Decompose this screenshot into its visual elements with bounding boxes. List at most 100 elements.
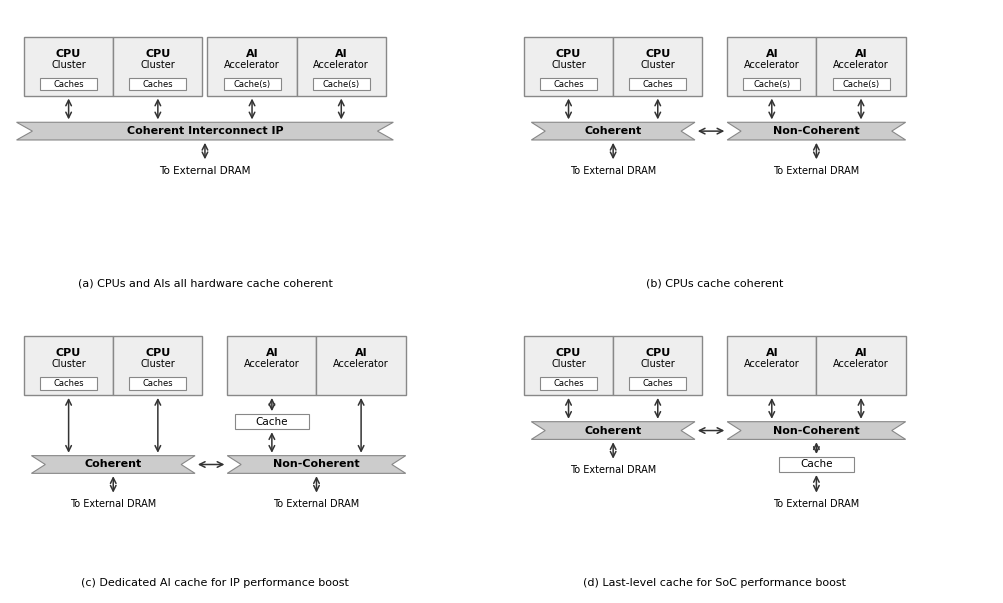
Text: Cache(s): Cache(s)	[752, 80, 789, 89]
FancyBboxPatch shape	[313, 78, 369, 90]
Text: AI: AI	[764, 49, 777, 58]
FancyBboxPatch shape	[726, 336, 815, 395]
Text: Caches: Caches	[642, 80, 672, 89]
FancyBboxPatch shape	[129, 78, 187, 90]
Text: Cluster: Cluster	[551, 359, 586, 369]
Text: Accelerator: Accelerator	[743, 60, 798, 70]
Text: To External DRAM: To External DRAM	[570, 466, 656, 475]
FancyBboxPatch shape	[296, 37, 385, 96]
Text: Accelerator: Accelerator	[224, 60, 280, 70]
Text: AI: AI	[246, 49, 258, 58]
FancyBboxPatch shape	[129, 377, 187, 390]
Polygon shape	[531, 421, 694, 440]
FancyBboxPatch shape	[24, 336, 113, 395]
Text: (d) Last-level cache for SoC performance boost: (d) Last-level cache for SoC performance…	[583, 578, 846, 587]
FancyBboxPatch shape	[742, 78, 799, 90]
Text: Cache(s): Cache(s)	[234, 80, 271, 89]
Text: AI: AI	[764, 348, 777, 358]
Text: Accelerator: Accelerator	[244, 359, 300, 369]
Text: Coherent: Coherent	[584, 426, 641, 435]
Text: CPU: CPU	[56, 348, 81, 358]
Text: Caches: Caches	[53, 80, 84, 89]
Polygon shape	[31, 456, 195, 473]
FancyBboxPatch shape	[24, 37, 113, 96]
FancyBboxPatch shape	[613, 336, 702, 395]
Text: Cache: Cache	[256, 417, 288, 427]
FancyBboxPatch shape	[778, 457, 853, 472]
Text: Cache: Cache	[799, 459, 831, 470]
Text: Non-Coherent: Non-Coherent	[772, 426, 859, 435]
Text: Caches: Caches	[553, 80, 584, 89]
Text: AI: AI	[335, 49, 347, 58]
Text: To External DRAM: To External DRAM	[273, 499, 359, 510]
Text: Cluster: Cluster	[551, 60, 586, 70]
Text: Accelerator: Accelerator	[743, 359, 798, 369]
Text: Cluster: Cluster	[640, 60, 674, 70]
FancyBboxPatch shape	[629, 377, 686, 390]
FancyBboxPatch shape	[227, 336, 316, 395]
Polygon shape	[227, 456, 405, 473]
FancyBboxPatch shape	[540, 377, 597, 390]
Text: To External DRAM: To External DRAM	[70, 499, 156, 510]
Text: (a) CPUs and AIs all hardware cache coherent: (a) CPUs and AIs all hardware cache cohe…	[77, 278, 332, 288]
Text: (c) Dedicated AI cache for IP performance boost: (c) Dedicated AI cache for IP performanc…	[81, 578, 348, 587]
Text: Non-Coherent: Non-Coherent	[772, 126, 859, 136]
Text: CPU: CPU	[645, 49, 670, 58]
Text: CPU: CPU	[145, 49, 171, 58]
FancyBboxPatch shape	[235, 414, 309, 429]
Text: Accelerator: Accelerator	[333, 359, 388, 369]
Text: Cluster: Cluster	[140, 359, 176, 369]
FancyBboxPatch shape	[726, 37, 815, 96]
Text: To External DRAM: To External DRAM	[772, 166, 859, 176]
Text: To External DRAM: To External DRAM	[159, 166, 251, 176]
Text: AI: AI	[854, 49, 867, 58]
Text: Caches: Caches	[142, 379, 173, 388]
FancyBboxPatch shape	[316, 336, 405, 395]
Polygon shape	[726, 421, 905, 440]
FancyBboxPatch shape	[40, 78, 97, 90]
Text: Coherent: Coherent	[584, 126, 641, 136]
Text: Accelerator: Accelerator	[832, 60, 888, 70]
FancyBboxPatch shape	[113, 37, 203, 96]
FancyBboxPatch shape	[815, 37, 905, 96]
FancyBboxPatch shape	[613, 37, 702, 96]
Text: CPU: CPU	[645, 348, 670, 358]
Text: Cluster: Cluster	[51, 60, 86, 70]
Text: CPU: CPU	[56, 49, 81, 58]
Polygon shape	[16, 122, 393, 140]
FancyBboxPatch shape	[40, 377, 97, 390]
Text: Accelerator: Accelerator	[313, 60, 369, 70]
Text: To External DRAM: To External DRAM	[772, 499, 859, 510]
Text: CPU: CPU	[556, 348, 581, 358]
Text: Coherent: Coherent	[84, 459, 141, 470]
Polygon shape	[726, 122, 905, 140]
Text: Coherent Interconnect IP: Coherent Interconnect IP	[126, 126, 283, 136]
Text: Caches: Caches	[642, 379, 672, 388]
FancyBboxPatch shape	[524, 336, 613, 395]
Text: Caches: Caches	[142, 80, 173, 89]
Text: Cache(s): Cache(s)	[842, 80, 879, 89]
FancyBboxPatch shape	[815, 336, 905, 395]
Text: Cluster: Cluster	[140, 60, 176, 70]
FancyBboxPatch shape	[224, 78, 280, 90]
Text: CPU: CPU	[556, 49, 581, 58]
Text: Cluster: Cluster	[51, 359, 86, 369]
Text: Non-Coherent: Non-Coherent	[273, 459, 359, 470]
Text: Cache(s): Cache(s)	[322, 80, 359, 89]
FancyBboxPatch shape	[629, 78, 686, 90]
Text: Accelerator: Accelerator	[832, 359, 888, 369]
FancyBboxPatch shape	[540, 78, 597, 90]
FancyBboxPatch shape	[113, 336, 203, 395]
Text: Caches: Caches	[553, 379, 584, 388]
Text: Cluster: Cluster	[640, 359, 674, 369]
Text: Caches: Caches	[53, 379, 84, 388]
Text: (b) CPUs cache coherent: (b) CPUs cache coherent	[646, 278, 782, 288]
Text: To External DRAM: To External DRAM	[570, 166, 656, 176]
Polygon shape	[531, 122, 694, 140]
FancyBboxPatch shape	[524, 37, 613, 96]
FancyBboxPatch shape	[208, 37, 296, 96]
FancyBboxPatch shape	[831, 78, 889, 90]
Text: AI: AI	[854, 348, 867, 358]
Text: CPU: CPU	[145, 348, 171, 358]
Text: AI: AI	[266, 348, 278, 358]
